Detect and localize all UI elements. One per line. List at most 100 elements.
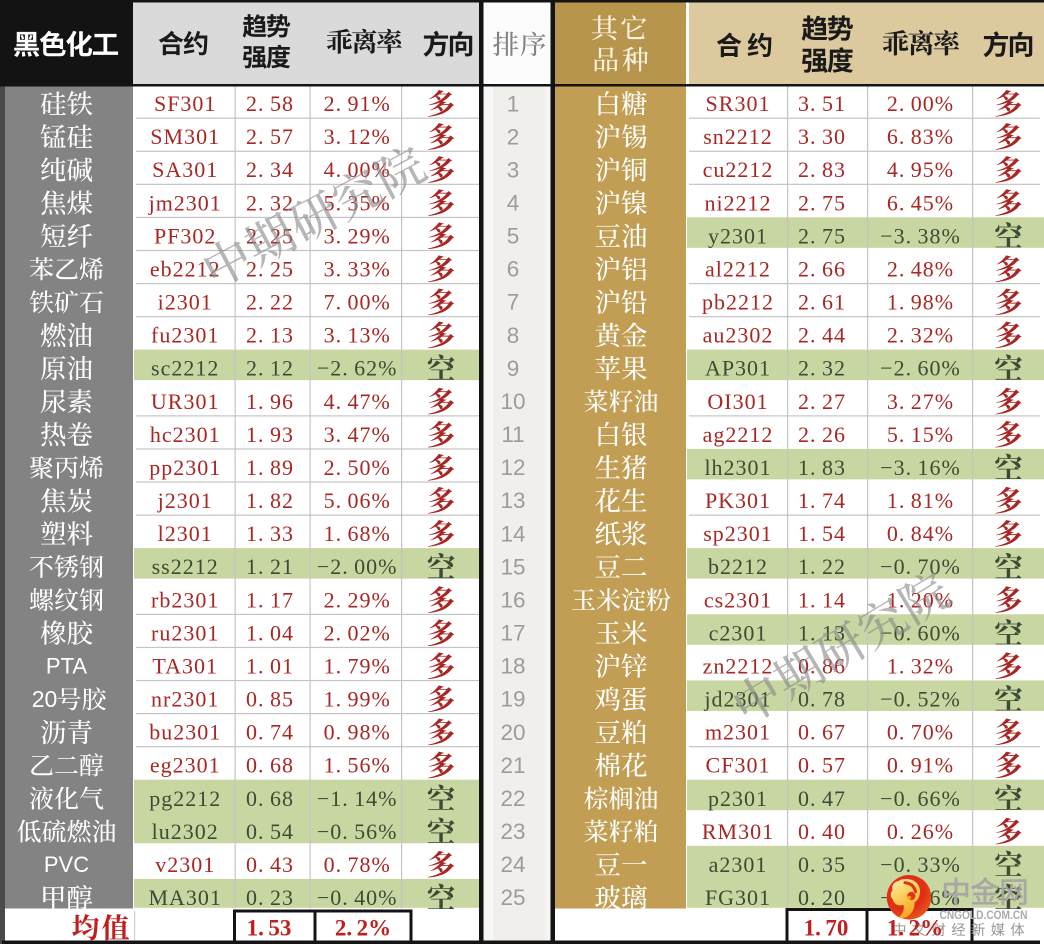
svg-text:SM301: SM301 xyxy=(150,124,220,149)
svg-text:0. 91%: 0. 91% xyxy=(887,753,954,778)
svg-text:m2301: m2301 xyxy=(705,720,771,745)
svg-text:1. 83: 1. 83 xyxy=(798,455,846,480)
svg-text:20: 20 xyxy=(32,686,58,712)
svg-text:2. 32: 2. 32 xyxy=(798,356,846,381)
svg-text:21: 21 xyxy=(500,753,525,778)
svg-text:hc2301: hc2301 xyxy=(150,422,221,447)
svg-text:l2301: l2301 xyxy=(158,521,213,546)
svg-text:jm2301: jm2301 xyxy=(148,190,222,215)
svg-text:−0. 33%: −0. 33% xyxy=(880,852,961,877)
svg-text:v2301: v2301 xyxy=(155,852,215,877)
svg-text:1. 99%: 1. 99% xyxy=(324,687,391,712)
svg-text:RM301: RM301 xyxy=(702,819,774,844)
svg-text:−2. 00%: −2. 00% xyxy=(317,554,398,579)
svg-text:6: 6 xyxy=(507,257,520,282)
svg-text:15: 15 xyxy=(500,554,525,579)
svg-text:−2. 62%: −2. 62% xyxy=(317,356,398,381)
svg-text:ag2212: ag2212 xyxy=(703,422,774,447)
svg-text:0. 47: 0. 47 xyxy=(798,786,846,811)
svg-text:au2302: au2302 xyxy=(703,323,774,348)
svg-text:c2301: c2301 xyxy=(709,620,768,645)
svg-text:j2301: j2301 xyxy=(157,488,213,513)
svg-text:sn2212: sn2212 xyxy=(703,124,773,149)
svg-text:11: 11 xyxy=(501,422,524,447)
svg-text:2. 29%: 2. 29% xyxy=(324,587,391,612)
svg-text:−0. 40%: −0. 40% xyxy=(317,885,398,910)
svg-text:18: 18 xyxy=(500,654,525,679)
svg-text:5. 15%: 5. 15% xyxy=(887,422,954,447)
svg-text:1. 56%: 1. 56% xyxy=(324,753,391,778)
svg-text:3: 3 xyxy=(507,157,520,182)
svg-text:1. 33: 1. 33 xyxy=(246,521,294,546)
svg-text:SR301: SR301 xyxy=(706,91,771,116)
svg-text:1. 98%: 1. 98% xyxy=(887,290,954,315)
svg-text:lh2301: lh2301 xyxy=(704,455,771,480)
svg-text:2. 02%: 2. 02% xyxy=(324,620,391,645)
svg-text:2. 50%: 2. 50% xyxy=(324,455,391,480)
svg-text:16: 16 xyxy=(500,588,525,613)
svg-text:p2301: p2301 xyxy=(708,786,768,811)
svg-text:1. 2%: 1. 2% xyxy=(887,915,943,940)
svg-text:bu2301: bu2301 xyxy=(149,720,221,745)
svg-text:0. 67: 0. 67 xyxy=(798,720,846,745)
svg-text:1. 54: 1. 54 xyxy=(798,521,846,546)
svg-text:0. 84%: 0. 84% xyxy=(887,521,954,546)
svg-text:1. 68%: 1. 68% xyxy=(324,521,391,546)
svg-text:2. 48%: 2. 48% xyxy=(887,257,954,282)
svg-text:CF301: CF301 xyxy=(706,753,771,778)
svg-text:2. 27: 2. 27 xyxy=(798,389,846,414)
svg-text:3. 33%: 3. 33% xyxy=(324,257,391,282)
svg-text:1. 17: 1. 17 xyxy=(246,587,294,612)
svg-text:7. 00%: 7. 00% xyxy=(324,290,391,315)
svg-text:13: 13 xyxy=(500,488,525,513)
svg-text:FG301: FG301 xyxy=(705,885,771,910)
svg-text:a2301: a2301 xyxy=(709,852,768,877)
svg-text:2. 00%: 2. 00% xyxy=(887,91,954,116)
svg-text:22: 22 xyxy=(500,786,525,811)
svg-text:0. 74: 0. 74 xyxy=(246,720,294,745)
svg-text:4. 47%: 4. 47% xyxy=(324,389,391,414)
svg-text:2. 22: 2. 22 xyxy=(246,290,294,315)
svg-text:−0. 66%: −0. 66% xyxy=(880,786,961,811)
svg-text:3. 27%: 3. 27% xyxy=(887,389,954,414)
svg-text:cu2212: cu2212 xyxy=(703,157,774,182)
svg-text:y2301: y2301 xyxy=(708,223,768,248)
svg-text:1. 14: 1. 14 xyxy=(798,587,846,612)
svg-text:2. 12: 2. 12 xyxy=(246,356,294,381)
svg-text:2. 91%: 2. 91% xyxy=(324,91,391,116)
svg-text:2. 61: 2. 61 xyxy=(798,290,846,315)
svg-text:17: 17 xyxy=(500,621,525,646)
svg-text:PF302: PF302 xyxy=(154,223,216,248)
svg-text:0. 40: 0. 40 xyxy=(798,819,846,844)
svg-text:1. 89: 1. 89 xyxy=(246,455,294,480)
svg-text:CNGOLD.COM.CN: CNGOLD.COM.CN xyxy=(940,910,1028,922)
svg-text:2. 75: 2. 75 xyxy=(798,223,846,248)
svg-text:pp2301: pp2301 xyxy=(149,455,221,480)
svg-text:PTA: PTA xyxy=(46,654,87,679)
svg-text:0. 78: 0. 78 xyxy=(798,687,846,712)
svg-text:5: 5 xyxy=(507,224,520,249)
svg-text:fu2301: fu2301 xyxy=(151,323,219,348)
svg-text:sp2301: sp2301 xyxy=(703,521,773,546)
svg-text:−1. 14%: −1. 14% xyxy=(317,786,398,811)
svg-text:3. 13%: 3. 13% xyxy=(324,323,391,348)
svg-text:1. 93: 1. 93 xyxy=(246,422,294,447)
svg-text:ru2301: ru2301 xyxy=(151,620,219,645)
svg-text:2. 13: 2. 13 xyxy=(246,323,294,348)
svg-text:sc2212: sc2212 xyxy=(151,356,219,381)
svg-text:2. 75: 2. 75 xyxy=(798,190,846,215)
svg-text:0. 85: 0. 85 xyxy=(246,687,294,712)
svg-text:1. 82: 1. 82 xyxy=(246,488,294,513)
svg-text:2. 34: 2. 34 xyxy=(246,157,294,182)
svg-text:2: 2 xyxy=(507,124,520,149)
svg-text:−2. 60%: −2. 60% xyxy=(880,356,961,381)
svg-text:0. 68: 0. 68 xyxy=(246,786,294,811)
svg-text:ss2212: ss2212 xyxy=(152,554,219,579)
svg-text:1. 79%: 1. 79% xyxy=(324,654,391,679)
svg-text:2. 57: 2. 57 xyxy=(246,124,294,149)
svg-text:24: 24 xyxy=(500,852,525,877)
svg-text:1. 81%: 1. 81% xyxy=(887,488,954,513)
svg-text:2. 44: 2. 44 xyxy=(798,323,846,348)
svg-text:0. 78%: 0. 78% xyxy=(324,852,391,877)
svg-text:cs2301: cs2301 xyxy=(704,587,772,612)
